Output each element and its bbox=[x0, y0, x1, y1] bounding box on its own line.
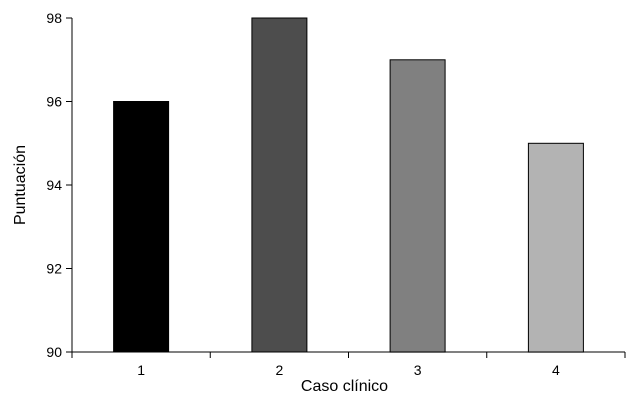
x-tick-label: 3 bbox=[414, 362, 422, 378]
y-axis-title: Puntuación bbox=[12, 145, 29, 225]
y-tick-label: 90 bbox=[46, 344, 62, 360]
bar-2 bbox=[251, 17, 308, 353]
y-tick-label: 94 bbox=[46, 177, 62, 193]
x-tick-label: 4 bbox=[552, 362, 560, 378]
bar-4 bbox=[527, 142, 584, 353]
y-tick-label: 96 bbox=[46, 94, 62, 110]
bars-group bbox=[113, 17, 584, 353]
x-axis-title: Caso clínico bbox=[301, 378, 388, 395]
x-ticks-group: 1 2 3 4 bbox=[71, 352, 626, 378]
x-tick-label: 1 bbox=[137, 362, 145, 378]
x-tick-label: 2 bbox=[275, 362, 283, 378]
bar-1 bbox=[113, 101, 170, 353]
y-tick-label: 92 bbox=[46, 261, 62, 277]
bar-3 bbox=[389, 59, 446, 353]
y-tick-label: 98 bbox=[46, 10, 62, 26]
y-ticks-group: 90 92 94 96 98 bbox=[46, 10, 72, 360]
